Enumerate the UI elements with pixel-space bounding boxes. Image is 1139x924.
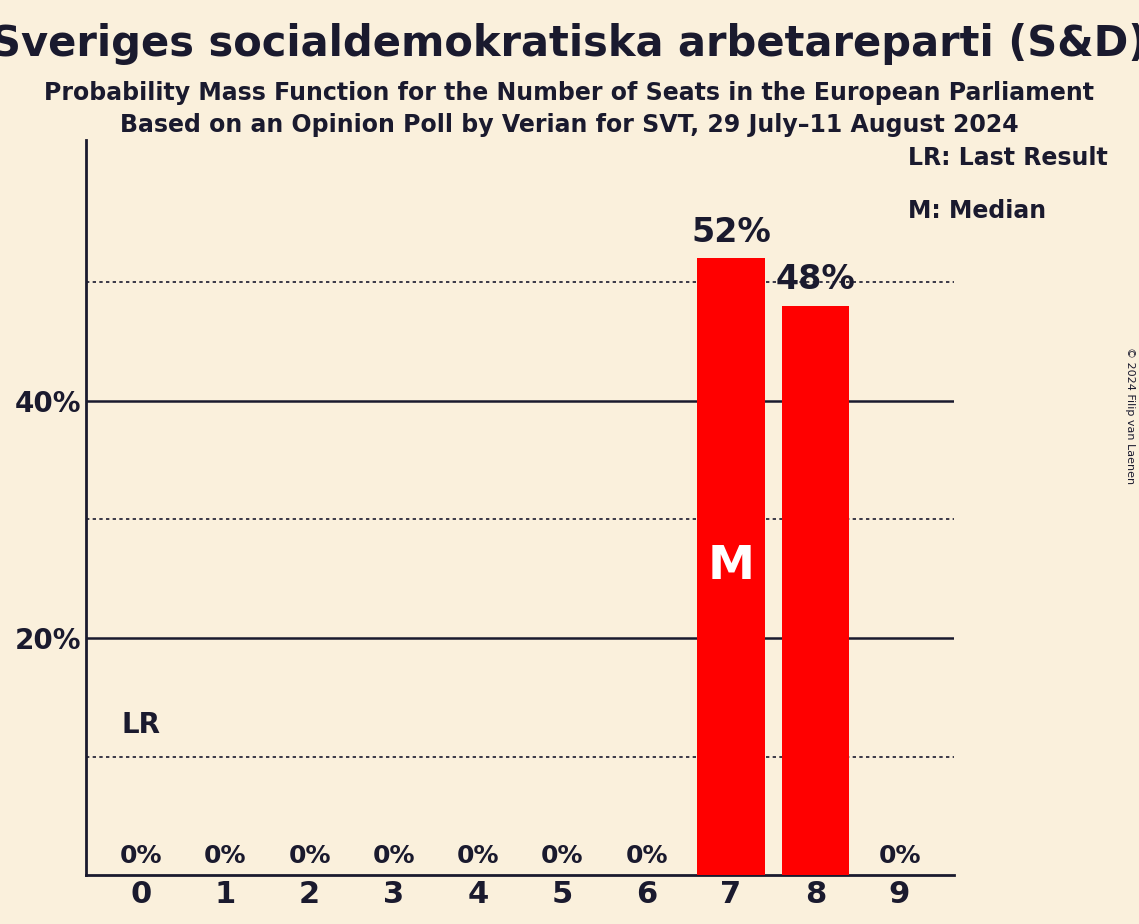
Text: 0%: 0% [372,844,416,868]
Text: 0%: 0% [878,844,920,868]
Text: 52%: 52% [691,216,771,249]
Text: 0%: 0% [120,844,163,868]
Text: LR: Last Result: LR: Last Result [908,146,1108,170]
Text: Probability Mass Function for the Number of Seats in the European Parliament: Probability Mass Function for the Number… [44,81,1095,105]
Text: Sveriges socialdemokratiska arbetareparti (S&D): Sveriges socialdemokratiska arbetarepart… [0,23,1139,65]
Text: © 2024 Filip van Laenen: © 2024 Filip van Laenen [1125,347,1134,484]
Text: M: M [707,544,754,590]
Text: Based on an Opinion Poll by Verian for SVT, 29 July–11 August 2024: Based on an Opinion Poll by Verian for S… [121,113,1018,137]
Text: 0%: 0% [204,844,247,868]
Text: 0%: 0% [625,844,667,868]
Bar [697,259,764,875]
Text: 48%: 48% [776,263,855,297]
Text: 0%: 0% [288,844,331,868]
Text: LR: LR [122,711,161,738]
Text: 0%: 0% [541,844,583,868]
Bar [781,306,849,875]
Text: 0%: 0% [457,844,499,868]
Text: M: Median: M: Median [908,199,1046,223]
